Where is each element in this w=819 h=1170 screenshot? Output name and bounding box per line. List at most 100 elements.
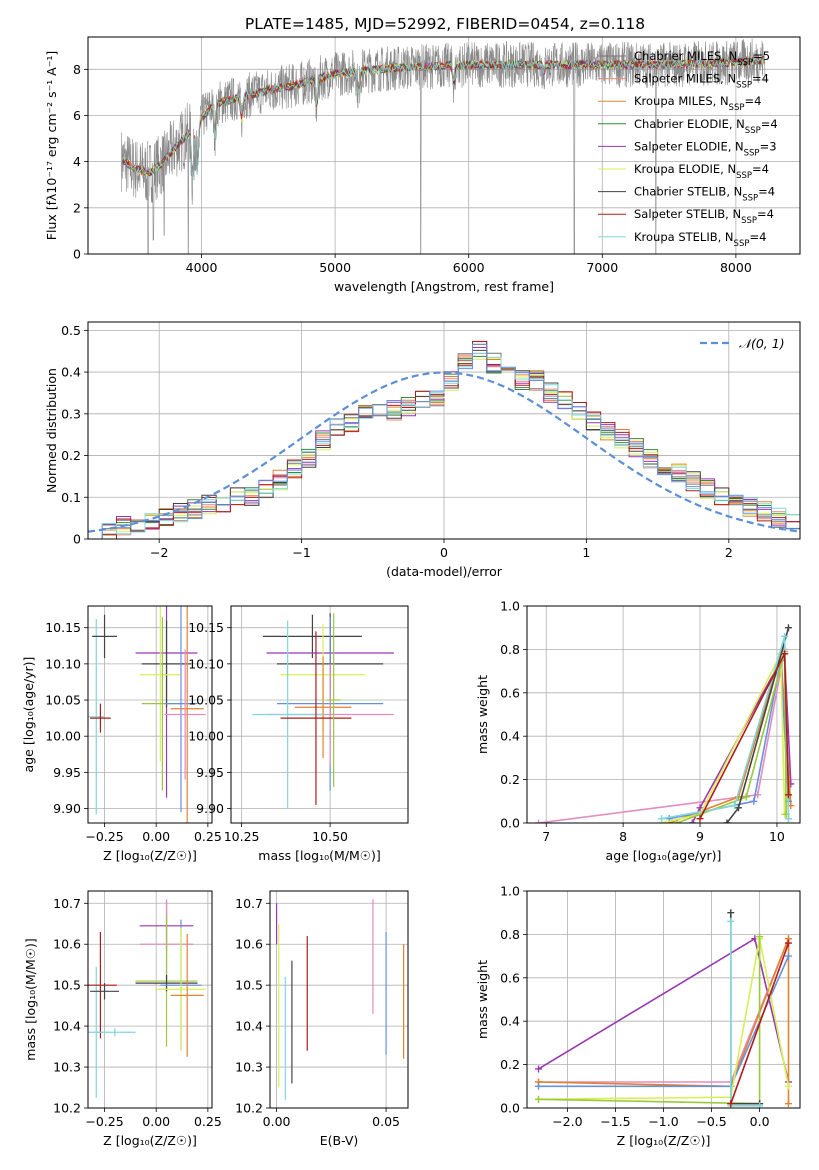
x-axis-label: wavelength [Angstrom, rest frame] [334,279,554,294]
y-tick-label: 10.15 [45,620,81,635]
y-tick-label: 0.2 [61,448,81,463]
y-tick-label: 0.2 [500,772,520,787]
x-axis-label: (data-model)/error [386,564,503,579]
y-tick-label: 0.4 [61,365,81,380]
x-tick-label: −1.0 [648,1114,678,1129]
axes-frame [269,890,409,1109]
x-tick-label: 0.00 [263,1114,291,1129]
y-tick-label: 10.3 [53,1060,81,1075]
y-tick-label: 0.4 [500,1014,520,1029]
y-axis-label: mass weight [475,675,490,754]
data-point-marker [731,802,739,810]
mass-weight-vs-metallicity-panel: −2.0 −1.5 −1.0 −0.5 0.0 0.0 0.2 0.4 0.6 0.8 1.0 Z [… [475,884,801,1148]
x-tick-label: 2 [725,545,733,560]
y-tick-label: 10.10 [188,656,224,671]
data-point-marker [696,804,704,812]
legend-entry: Kroupa STELIB, NSSP=4 [634,230,766,249]
plot-area [88,606,206,823]
plot-area [252,613,394,809]
y-tick-label: 10.4 [235,1019,263,1034]
histogram-step-line [88,343,800,539]
y-axis-label: mass weight [475,960,490,1039]
data-point-marker [673,819,681,823]
x-axis-label: Z [log₁₀(Z/Z☉)] [103,848,197,863]
legend-entry: Salpeter MILES, NSSP=4 [634,72,769,91]
y-tick-label: 0.8 [500,927,520,942]
y-tick-label: 10.2 [53,1101,81,1116]
x-axis-label: mass [log₁₀(M/M☉)] [258,848,380,863]
y-tick-label: 2 [73,200,81,215]
y-tick-label: 10.00 [188,729,224,744]
y-tick-label: 0.0 [500,816,520,831]
x-axis-label: Z [log₁₀(Z/Z☉)] [617,1133,711,1148]
x-tick-label: 10.50 [312,829,348,844]
x-tick-label: 0 [440,545,448,560]
data-point-marker [784,952,792,960]
x-tick-label: 10 [769,829,785,844]
y-tick-label: 10.2 [235,1101,263,1116]
data-point-marker [742,793,750,801]
data-point-marker [784,624,792,632]
y-tick-label: 0.4 [500,729,520,744]
y-axis-label: Flux [fλ10⁻¹⁷ erg cm⁻² s⁻¹ A⁻¹] [44,51,59,240]
axes-frame [87,321,801,540]
data-point-marker [535,819,543,823]
x-tick-label: 9 [696,829,704,844]
x-tick-label: −0.5 [696,1114,726,1129]
spectrum-legend: Chabrier MILES, NSSP=5 Salpeter MILES, NS… [598,49,778,249]
figure-title: PLATE=1485, MJD=52992, FIBERID=0454, z=0… [245,15,645,33]
y-tick-label: 9.90 [196,801,224,816]
mass-weight-line [538,938,790,1101]
data-point-marker [727,917,735,925]
x-tick-label: −1.5 [600,1114,630,1129]
mass-vs-metallicity-panel: −0.25 0.00 0.25 10.2 10.3 10.4 10.5 10.6 10.7 Z [… [23,890,222,1148]
y-tick-label: 9.95 [53,765,81,780]
y-tick-label: 1.0 [500,599,520,614]
x-tick-label: 0.00 [142,829,170,844]
mass-weight-vs-age-panel: 7 8 9 10 0.0 0.2 0.4 0.6 0.8 1.0 age [log₁₀(age/yr… [475,599,801,863]
residuals-panel: −2 −1 0 1 2 0 0.1 0.2 0.3 0.4 0.5 (data-model)/erro… [44,321,801,579]
y-tick-label: 1.0 [500,884,520,899]
y-tick-label: 0.0 [500,1101,520,1116]
y-tick-label: 0.2 [500,1057,520,1072]
y-tick-label: 0 [73,532,81,547]
mass-weight-line [661,653,786,823]
legend-entry: Kroupa MILES, NSSP=4 [634,94,761,113]
legend-entry: Kroupa ELODIE, NSSP=4 [634,162,769,181]
data-point-marker [784,1100,792,1108]
plot-area [535,624,795,823]
age-vs-mass-panel: 10.25 10.50 9.90 9.95 10.00 10.05 10.10 10.15 ma… [188,605,409,863]
x-tick-label: −2 [150,545,168,560]
x-tick-label: 1 [582,545,590,560]
data-point-marker [658,815,666,823]
data-point-marker [535,1082,543,1090]
y-tick-label: 8 [73,62,81,77]
x-tick-label: −0.25 [85,829,123,844]
x-tick-label: 0.05 [372,1114,400,1129]
x-tick-label: 8 [619,829,627,844]
legend-entry: 𝒩(0, 1) [739,336,785,351]
normal-distribution-curve [88,371,800,533]
age-vs-metallicity-panel: −0.25 0.00 0.25 9.90 9.95 10.00 10.05 10.10 10.1… [21,605,222,863]
x-tick-label: 0.25 [194,1114,222,1129]
y-tick-label: 10.5 [235,978,263,993]
y-tick-label: 0.1 [61,490,81,505]
y-tick-label: 10.4 [53,1019,81,1034]
data-point-marker [756,1102,764,1108]
data-point-marker [750,797,758,805]
legend-entry: Salpeter ELODIE, NSSP=3 [634,139,777,158]
data-point-marker [784,1082,792,1090]
data-point-marker [535,1095,543,1103]
x-tick-label: 0.00 [142,1114,170,1129]
y-tick-label: 10.15 [188,620,224,635]
y-tick-label: 10.3 [235,1060,263,1075]
model-line-8 [120,55,765,182]
mass-vs-ebv-panel: 0.00 0.05 10.2 10.3 10.4 10.5 10.6 10.7 E(B-V) [235,890,409,1148]
x-tick-label: 6000 [453,260,485,275]
x-tick-label: 0.25 [194,829,222,844]
data-point-marker [756,933,764,941]
plot-area [120,38,766,254]
x-tick-label: 7000 [586,260,618,275]
plot-area [275,899,405,1100]
data-point-marker [688,819,696,823]
